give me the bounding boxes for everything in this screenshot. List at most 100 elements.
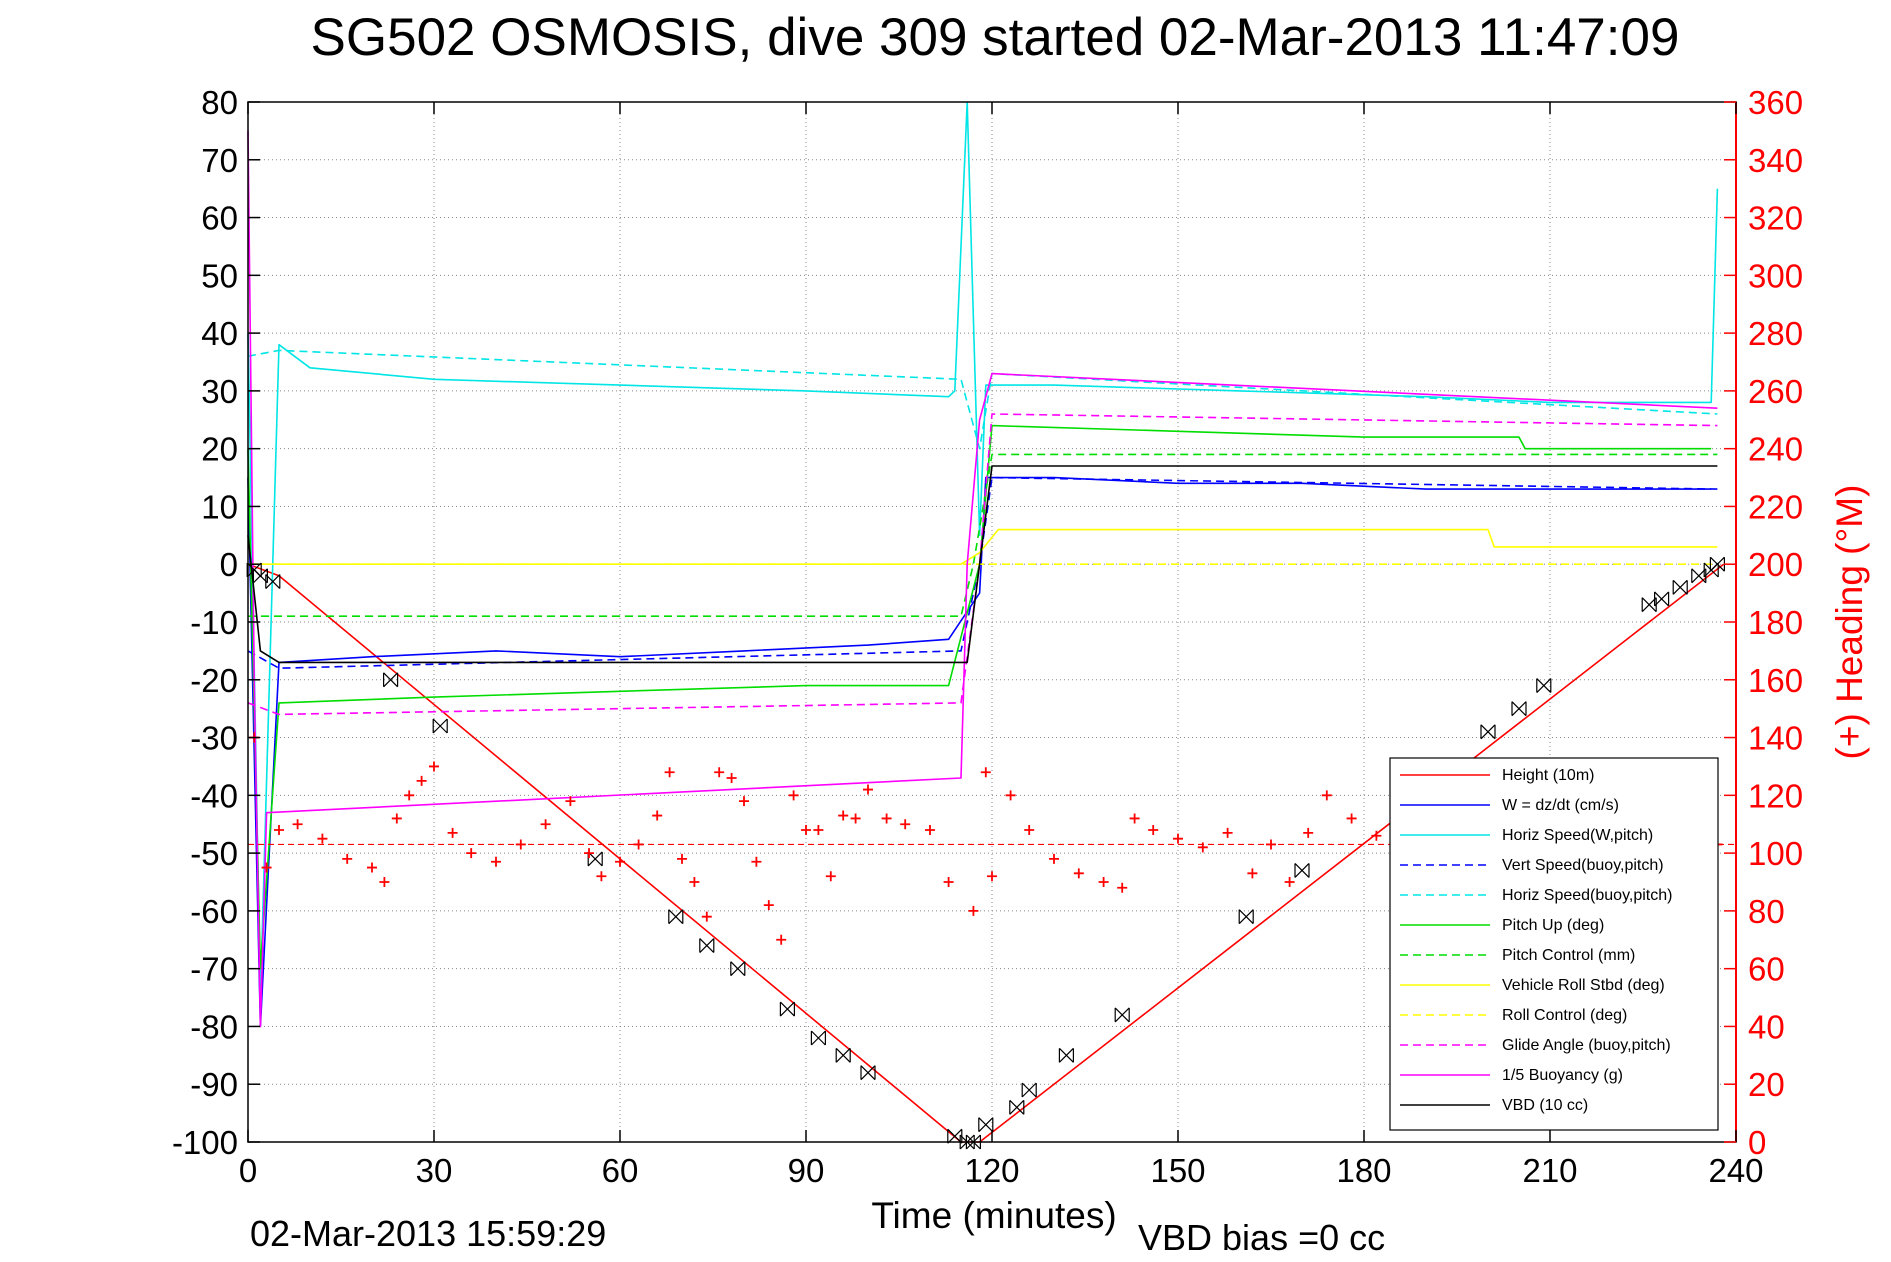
heading-point [261, 862, 272, 873]
height-marker [1238, 909, 1254, 925]
heading-point [739, 796, 749, 807]
y-tick-label: 10 [201, 488, 238, 525]
legend-box [1389, 757, 1719, 1131]
y2-tick-label: 140 [1748, 720, 1803, 757]
y2-tick-label: 280 [1748, 315, 1803, 352]
heading-point [1303, 827, 1314, 838]
height-marker [265, 574, 281, 589]
x-tick-label: 30 [416, 1152, 453, 1189]
legend-label-3: Horiz Speed(W,pitch) [1502, 827, 1653, 844]
axes: 0 30 60 90 120 150 180 210 240-100-90-80-70-60-5… [172, 84, 1803, 1189]
y2-tick-label: 220 [1748, 488, 1803, 525]
heading-point [751, 856, 762, 867]
height-marker [1536, 678, 1552, 693]
y-tick-label: -90 [190, 1066, 238, 1103]
heading-point [1346, 813, 1357, 824]
heading-point [404, 790, 415, 801]
height-marker [1021, 1082, 1037, 1098]
height-marker [947, 1128, 963, 1144]
y-tick-label: 40 [201, 315, 238, 352]
heading-point [391, 813, 402, 824]
heading-point [565, 796, 576, 807]
heading-point [540, 819, 551, 830]
legend-label-5: Horiz Speed(buoy,pitch) [1502, 887, 1672, 904]
heading-point [1073, 868, 1084, 879]
y-tick-label: 0 [220, 546, 238, 583]
height-marker [1294, 863, 1310, 878]
heading-point [838, 810, 849, 821]
y2-tick-label: 160 [1748, 662, 1803, 699]
y2-tick-label: 20 [1748, 1066, 1785, 1103]
heading-point [1197, 842, 1208, 853]
heading-point [677, 853, 687, 864]
y2-tick-label: 240 [1748, 431, 1803, 468]
chart-title: SG502 OSMOSIS, dive 309 started 02-Mar-2… [311, 8, 1680, 67]
heading-point [1024, 825, 1035, 835]
heading-point [584, 848, 594, 859]
y-tick-label: 60 [201, 200, 238, 237]
height-marker [978, 1117, 994, 1133]
heading-point [1117, 882, 1128, 893]
y-tick-label: -40 [190, 777, 238, 814]
heading-point [925, 825, 935, 835]
legend-label-6: Pitch Up (deg) [1502, 917, 1604, 934]
legend-label-8: Vehicle Roll Stbd (deg) [1502, 977, 1665, 994]
heading-point [292, 819, 303, 830]
heading-point [813, 825, 824, 835]
x-tick-label: 240 [1708, 1152, 1763, 1189]
heading-point [825, 871, 836, 882]
x-axis-label: Time (minutes) [871, 1195, 1116, 1236]
heading-point [615, 856, 625, 867]
heading-point [850, 813, 861, 824]
x-tick-label: 90 [788, 1152, 825, 1189]
series-line-2 [247, 476, 1712, 1028]
x-tick-label: 210 [1522, 1152, 1577, 1189]
height-marker [587, 851, 603, 867]
series-line-5 [247, 349, 1718, 450]
y2-tick-label: 100 [1748, 835, 1803, 872]
heading-point [943, 877, 954, 887]
heading-point [1005, 790, 1016, 801]
legend-label-2: W = dz/dt (cm/s) [1502, 797, 1619, 814]
y-tick-label: -60 [190, 893, 238, 930]
y2-tick-label: 80 [1748, 893, 1785, 930]
y2-tick-label: 320 [1748, 200, 1803, 237]
heading-point [1148, 825, 1159, 835]
series-line-12 [247, 465, 1718, 664]
y-tick-label: -10 [190, 604, 238, 641]
legend-label-12: VBD (10 cc) [1502, 1097, 1588, 1114]
heading-point [726, 773, 737, 783]
height-marker [1058, 1047, 1074, 1063]
x-tick-label: 120 [964, 1152, 1019, 1189]
height-marker [1480, 724, 1496, 740]
heading-point [689, 877, 700, 887]
x-tick-label: 150 [1150, 1152, 1205, 1189]
x-tick-label: 60 [602, 1152, 639, 1189]
heading-point [652, 810, 663, 821]
heading-point [776, 934, 787, 945]
vbd-bias-label: VBD bias =0 cc [1138, 1217, 1385, 1258]
height-marker [252, 568, 268, 584]
heading-point [701, 911, 712, 922]
heading-point [447, 827, 458, 838]
heading-point [881, 813, 892, 824]
y2-tick-label: 260 [1748, 373, 1803, 410]
heading-point [1049, 853, 1059, 864]
series-line-3 [247, 101, 1719, 999]
legend-label-7: Pitch Control (mm) [1502, 947, 1635, 964]
height-marker [1641, 597, 1657, 613]
height-marker [730, 961, 746, 977]
y-tick-label: -100 [172, 1124, 238, 1161]
legend: Height (10m) W = dz/dt (cm/s) Horiz Speed(… [1389, 757, 1719, 1131]
heading-point [342, 853, 353, 864]
legend-label-9: Roll Control (deg) [1502, 1007, 1627, 1024]
legend-label-10: Glide Angle (buoy,pitch) [1502, 1037, 1671, 1054]
heading-point [1129, 813, 1140, 824]
heading-point [633, 839, 644, 850]
height-marker [383, 672, 399, 688]
legend-label-11: 1/5 Buoyancy (g) [1502, 1067, 1623, 1084]
heading-point [900, 819, 911, 830]
right-axis-label: (+) Heading (°M) [1829, 485, 1870, 760]
heading-point [367, 862, 377, 873]
